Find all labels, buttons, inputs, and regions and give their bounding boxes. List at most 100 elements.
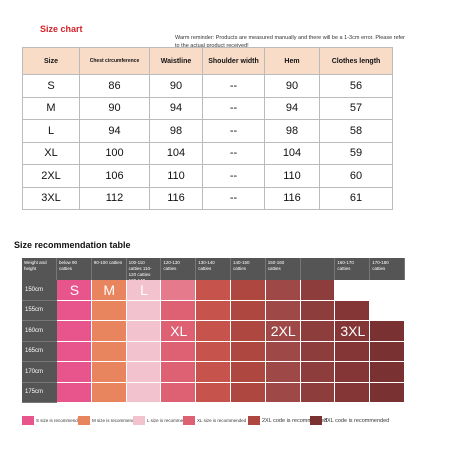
grid-cell bbox=[300, 382, 336, 403]
section-title: Size recommendation table bbox=[14, 240, 131, 250]
table-header-cell: Hem bbox=[265, 47, 320, 75]
table-cell: 116 bbox=[150, 187, 203, 210]
grid-cell bbox=[126, 341, 162, 362]
grid-header-cell: 140-150 catties bbox=[231, 258, 266, 280]
grid-header-cell: 170-180 catties bbox=[370, 258, 405, 280]
grid-cell bbox=[300, 300, 336, 321]
table-cell: 90 bbox=[150, 75, 203, 98]
grid-cell bbox=[231, 300, 266, 321]
legend-swatch bbox=[183, 416, 195, 425]
table-header-cell: Waistline bbox=[150, 47, 203, 75]
grid-cell bbox=[126, 300, 162, 321]
table-cell: -- bbox=[203, 75, 265, 98]
legend-swatch bbox=[248, 416, 260, 425]
grid-cell bbox=[57, 321, 92, 342]
size-label: S bbox=[69, 282, 80, 299]
grid-cell bbox=[335, 321, 371, 342]
grid-cell bbox=[370, 382, 405, 403]
grid-cell bbox=[335, 300, 371, 321]
grid-header-cell: 150-160 catties bbox=[265, 258, 301, 280]
grid-cell bbox=[161, 382, 197, 403]
grid-cell bbox=[196, 280, 231, 301]
grid-cell bbox=[231, 280, 266, 301]
grid-cell bbox=[57, 341, 92, 362]
grid-cell bbox=[265, 362, 301, 383]
table-cell: 116 bbox=[265, 187, 320, 210]
legend-label: XL size is recommended bbox=[197, 418, 247, 423]
grid-cell bbox=[335, 341, 371, 362]
grid-cell bbox=[265, 280, 301, 301]
grid-cell bbox=[126, 362, 162, 383]
size-label: XL bbox=[170, 323, 188, 340]
table-cell: -- bbox=[203, 165, 265, 188]
grid-header-cell: Weight and height bbox=[22, 258, 57, 280]
legend-swatch bbox=[22, 416, 34, 425]
grid-cell bbox=[91, 300, 127, 321]
table-cell: 94 bbox=[265, 97, 320, 120]
legend-swatch bbox=[133, 416, 145, 425]
size-label: 2XL bbox=[270, 323, 296, 340]
grid-cell bbox=[231, 341, 266, 362]
grid-header-cell: 90-100 catties bbox=[91, 258, 127, 280]
grid-cell bbox=[300, 362, 336, 383]
grid-cell bbox=[370, 362, 405, 383]
table-header-cell: Size bbox=[22, 47, 80, 75]
section-title: Size chart bbox=[40, 24, 83, 34]
row-label: 150cm bbox=[22, 280, 57, 301]
size-label: M bbox=[103, 282, 116, 299]
grid-header-cell: 120-130 catties bbox=[161, 258, 197, 280]
grid-cell bbox=[265, 300, 301, 321]
grid-cell bbox=[161, 321, 197, 342]
grid-cell bbox=[126, 382, 162, 403]
table-header-cell: Clothes length bbox=[320, 47, 393, 75]
table-cell: 2XL bbox=[22, 165, 80, 188]
grid-cell bbox=[126, 321, 162, 342]
grid-cell bbox=[265, 321, 301, 342]
table-cell: 90 bbox=[265, 75, 320, 98]
grid-header-cell bbox=[300, 258, 336, 280]
grid-cell bbox=[91, 382, 127, 403]
grid-header-cell: below 90 catties bbox=[57, 258, 92, 280]
grid-cell bbox=[370, 321, 405, 342]
grid-cell bbox=[370, 341, 405, 362]
grid-cell bbox=[161, 300, 197, 321]
table-cell: 57 bbox=[320, 97, 393, 120]
legend-swatch bbox=[310, 416, 322, 425]
grid-cell bbox=[335, 362, 371, 383]
table-header-cell: Shoulder width bbox=[203, 47, 265, 75]
table-cell: 104 bbox=[265, 142, 320, 165]
table-cell: -- bbox=[203, 120, 265, 143]
grid-cell bbox=[161, 280, 197, 301]
grid-cell bbox=[57, 280, 92, 301]
grid-cell bbox=[91, 362, 127, 383]
table-cell: 110 bbox=[265, 165, 320, 188]
table-cell: -- bbox=[203, 187, 265, 210]
table-cell: XL bbox=[22, 142, 80, 165]
table-cell: 90 bbox=[80, 97, 150, 120]
row-label: 165cm bbox=[22, 341, 57, 362]
grid-cell bbox=[91, 321, 127, 342]
row-label: 160cm bbox=[22, 321, 57, 342]
table-cell: 98 bbox=[265, 120, 320, 143]
grid-cell bbox=[196, 382, 231, 403]
table-cell: 104 bbox=[150, 142, 203, 165]
table-cell: 61 bbox=[320, 187, 393, 210]
grid-cell bbox=[196, 362, 231, 383]
row-label: 175cm bbox=[22, 382, 57, 403]
grid-cell bbox=[265, 341, 301, 362]
grid-cell bbox=[231, 382, 266, 403]
grid-cell bbox=[265, 382, 301, 403]
grid-cell bbox=[57, 382, 92, 403]
grid-cell bbox=[196, 321, 231, 342]
table-cell: 100 bbox=[80, 142, 150, 165]
table-cell: 98 bbox=[150, 120, 203, 143]
table-cell: S bbox=[22, 75, 80, 98]
table-cell: 94 bbox=[150, 97, 203, 120]
legend-swatch bbox=[78, 416, 90, 425]
grid-cell bbox=[231, 362, 266, 383]
table-cell: 106 bbox=[80, 165, 150, 188]
table-cell: M bbox=[22, 97, 80, 120]
grid-cell bbox=[126, 280, 162, 301]
table-cell: 86 bbox=[80, 75, 150, 98]
